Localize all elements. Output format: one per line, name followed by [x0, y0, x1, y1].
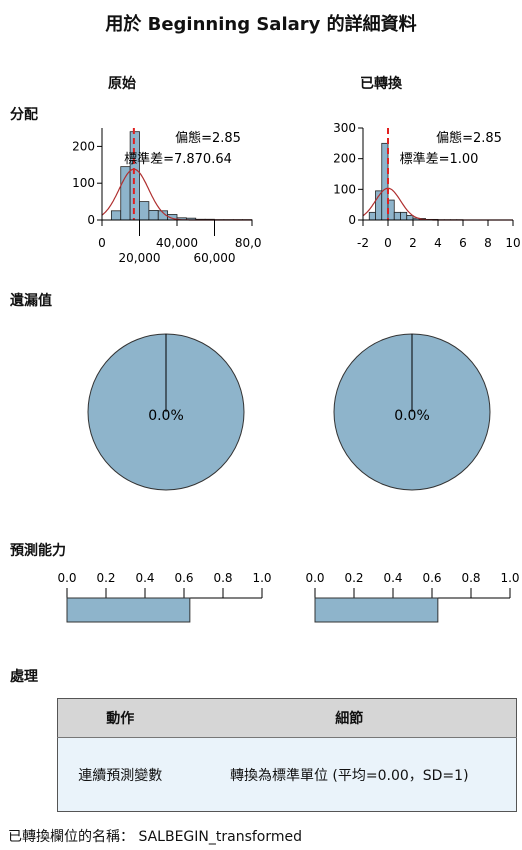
predictive-tick-label: 0.4 [135, 571, 154, 585]
pie-label: 0.0% [148, 408, 184, 424]
pie-missing-transformed: 0.0% [333, 333, 491, 491]
y-tick-label: 200 [72, 139, 95, 153]
y-tick-label: 100 [333, 182, 356, 196]
histogram-bar [110, 210, 122, 221]
predictive-bar [314, 597, 439, 623]
predictive-tick-label: 1.0 [500, 571, 519, 585]
x-tick-label: 0 [384, 236, 392, 250]
histogram-bar [393, 211, 401, 221]
predictive-tick-label: 0.8 [461, 571, 480, 585]
y-tick-label: 0 [87, 213, 95, 227]
predictive-tick-label: 0.2 [344, 571, 363, 585]
predictive-tick-label: 0.6 [174, 571, 193, 585]
x-tick-label: 80,00 [235, 236, 261, 250]
histogram-bar [129, 131, 140, 221]
table-cell-detail: 轉換為標準單位 (平均=0.00，SD=1) [182, 737, 517, 812]
page-title: 用於 Beginning Salary 的詳細資料 [105, 14, 417, 35]
predictive-bar-original: 0.0 0.2 0.4 0.6 0.8 1.0 [57, 571, 272, 623]
x-tick-label: 10 [505, 236, 520, 250]
predictive-bar [66, 597, 191, 623]
x-tick-label: 4 [434, 236, 442, 250]
table-header-detail: 細節 [182, 698, 517, 738]
section-processing: 處理 [10, 669, 38, 685]
section-missing: 遺漏值 [10, 293, 52, 309]
x-tick-label: 40,000 [156, 236, 198, 250]
x-tick-label: 6 [459, 236, 467, 250]
predictive-tick-label: 0.6 [422, 571, 441, 585]
y-tick-label: 100 [72, 176, 95, 190]
y-tick-label: 300 [333, 121, 356, 135]
x-tick-label: 8 [484, 236, 492, 250]
section-distribution: 分配 [10, 107, 38, 123]
histogram-bar [368, 211, 376, 221]
section-predictive: 預測能力 [10, 543, 66, 559]
table-header-action: 動作 [57, 698, 183, 738]
x-tick-label: 60,000 [194, 251, 236, 265]
column-header-transformed: 已轉換 [360, 76, 402, 92]
column-header-original: 原始 [108, 76, 136, 92]
y-tick-label: 0 [348, 213, 356, 227]
x-tick-label: 20,000 [119, 251, 161, 265]
pie-missing-original: 0.0% [87, 333, 245, 491]
predictive-tick-label: 0.4 [383, 571, 402, 585]
x-tick-label: 2 [409, 236, 417, 250]
predictive-tick-label: 1.0 [252, 571, 271, 585]
histogram-bar [400, 211, 408, 221]
skewness-annotation: 偏態=2.85 [436, 130, 502, 146]
predictive-tick-label: 0.8 [213, 571, 232, 585]
y-tick-label: 200 [333, 152, 356, 166]
transformed-field-name: 已轉換欄位的名稱： SALBEGIN_transformed [8, 829, 303, 845]
histogram-bar [406, 215, 414, 221]
sd-annotation: 標準差=1.00 [400, 151, 479, 167]
table-row: 連續預測變數 轉換為標準單位 (平均=0.00，SD=1) [57, 737, 517, 812]
predictive-tick-label: 0.0 [305, 571, 324, 585]
x-tick-label: -2 [357, 236, 369, 250]
sd-annotation: 標準差=7.870.64 [124, 151, 232, 167]
predictive-tick-label: 0.2 [96, 571, 115, 585]
x-tick-label: 0 [98, 236, 106, 250]
table-cell-action: 連續預測變數 [57, 737, 183, 812]
predictive-bar-transformed: 0.0 0.2 0.4 0.6 0.8 1.0 [305, 571, 520, 623]
histogram-bar [139, 201, 150, 221]
skewness-annotation: 偏態=2.85 [175, 130, 241, 146]
histogram-bar [148, 210, 159, 221]
histogram-bar [120, 166, 131, 221]
processing-table: 動作 細節 連續預測變數 轉換為標準單位 (平均=0.00，SD=1) [57, 698, 517, 812]
pie-label: 0.0% [394, 408, 430, 424]
predictive-tick-label: 0.0 [57, 571, 76, 585]
